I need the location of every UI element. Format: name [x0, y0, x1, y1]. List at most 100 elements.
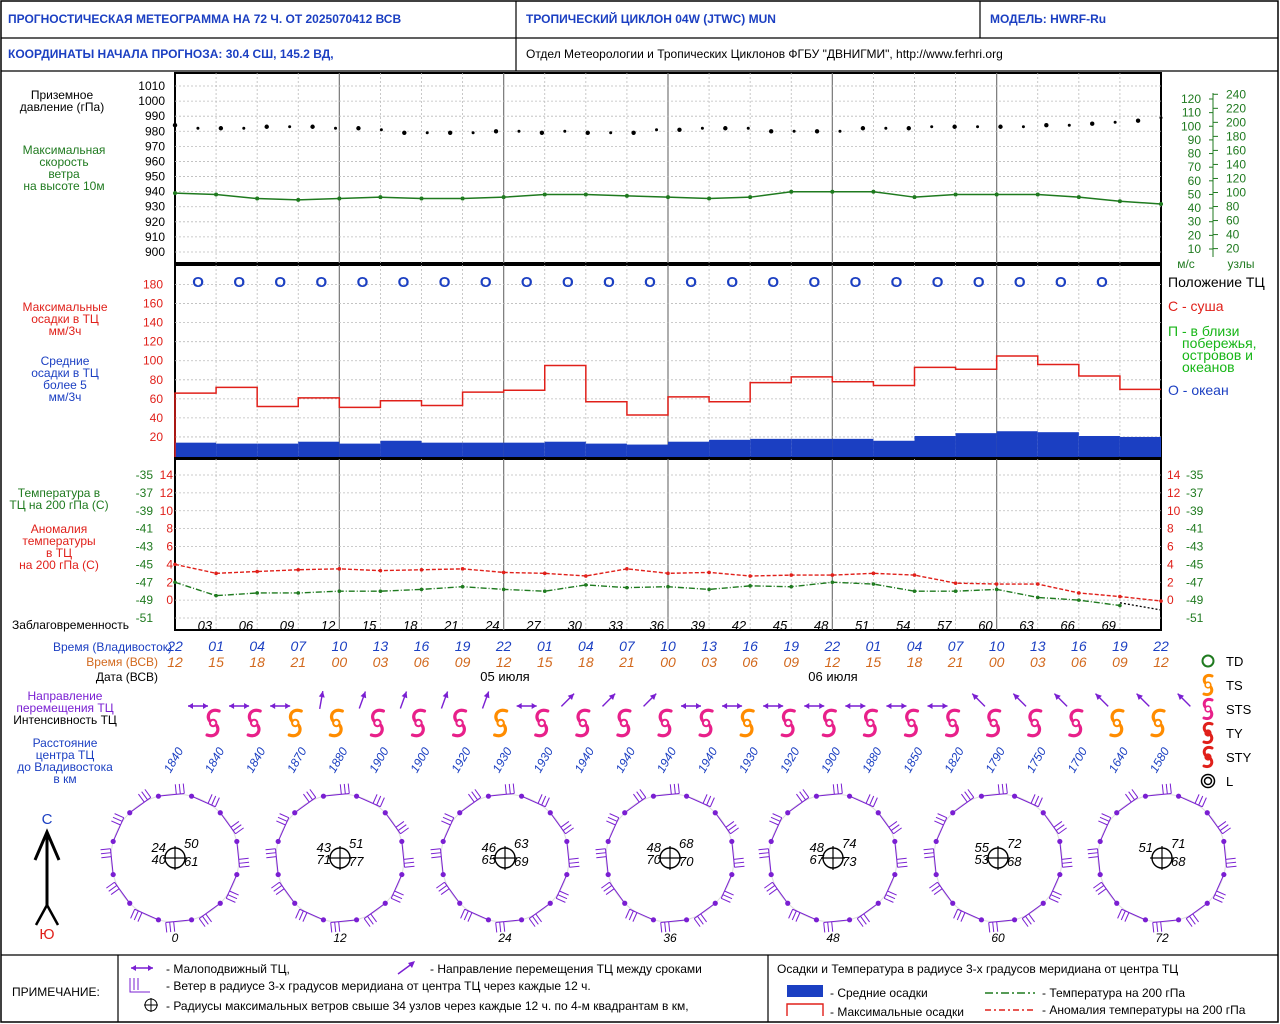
time-vl-value: 04: [907, 638, 923, 654]
direction-legend-head: [408, 961, 415, 968]
anom-left-tick-label: 14: [160, 468, 174, 482]
pressure-point: [1021, 125, 1025, 129]
wind-barb: [731, 841, 736, 868]
wind-barb-feather: [1185, 918, 1193, 927]
intensity-eye: [701, 718, 711, 728]
position-coast: П - в близи: [1168, 323, 1239, 339]
position-marker: О: [808, 274, 820, 291]
anom-left-tick-label: 2: [166, 575, 173, 589]
wind-barb: [609, 881, 626, 904]
wind-barb: [528, 902, 551, 919]
radius-value: 24: [151, 840, 166, 855]
direction-arrow: [516, 703, 537, 709]
anom-right-tick-label: 0: [1167, 593, 1174, 607]
wind-barb-feather: [392, 894, 403, 900]
temp-right-tick-label: -43: [1186, 540, 1204, 554]
wind-barb-point: [933, 838, 939, 845]
time-vl-value: 16: [414, 638, 430, 654]
wind-barb-feather: [309, 789, 317, 798]
wind-barb: [330, 919, 357, 924]
pressure-point: [952, 124, 957, 129]
wind-ms-tick-label: 50: [1188, 187, 1202, 201]
wind-barb-feather: [565, 827, 574, 835]
south-label: Ю: [39, 926, 54, 943]
wind-rose-lead: 60: [991, 931, 1005, 945]
time-utc-value: 12: [496, 654, 512, 670]
wind-barb-point: [683, 917, 690, 923]
time-utc-value: 09: [783, 654, 799, 670]
pressure-point: [563, 129, 567, 133]
wind-kt-tick-label: 140: [1226, 157, 1246, 171]
wind-barb-feather: [227, 894, 238, 900]
anomaly-point: [1118, 594, 1122, 599]
wind-barb-feather: [1050, 894, 1061, 900]
wind-barb: [686, 795, 711, 808]
position-marker: О: [398, 274, 410, 291]
direction-arrow: [845, 703, 866, 709]
position-coast: океанов: [1182, 359, 1235, 375]
lead-hour-label: 60: [978, 618, 993, 633]
temp-left-tick-label: -45: [136, 557, 154, 571]
wind-barb-feather: [1087, 848, 1098, 851]
pressure-point: [1090, 121, 1095, 126]
wind-barb-feather: [734, 865, 745, 868]
wind-rose: 51 71 68 72: [1087, 783, 1237, 945]
wind-barb-feather: [1125, 793, 1132, 803]
wind-barb-feather: [275, 888, 285, 895]
distance-value: 1930: [736, 745, 762, 775]
wind-barb: [952, 797, 975, 814]
wind-barb-feather: [1030, 794, 1036, 804]
time-vl-value: 01: [208, 638, 224, 654]
wind-barb: [849, 795, 874, 808]
intensity-eye: [373, 718, 382, 728]
radius-value: 61: [184, 854, 198, 869]
wind-barb-feather: [933, 888, 943, 895]
wind-barb-feather: [559, 890, 569, 896]
temperature-line: [174, 581, 1121, 607]
wind-axis-label: ветра: [48, 167, 80, 181]
anomaly-point: [994, 582, 999, 586]
wind-barb-feather: [440, 888, 450, 895]
wind-point: [337, 196, 342, 201]
wind-barb-feather: [633, 793, 640, 803]
distance-value: 1920: [777, 745, 803, 775]
lead-hour-label: 51: [855, 618, 869, 633]
intensity-legend-item: L: [1200, 773, 1233, 789]
wind-barb-point: [1097, 871, 1103, 878]
intensity-eye: [578, 718, 588, 728]
wind-barb-feather: [442, 816, 453, 822]
mean-precip-bar: [175, 442, 217, 457]
intensity-eye: [866, 718, 875, 728]
wind-barb: [1178, 795, 1203, 808]
direction-arrow: [358, 691, 367, 709]
time-utc-value: 12: [1153, 654, 1169, 670]
wind-kt-tick-label: 120: [1226, 171, 1246, 185]
wind-point: [214, 192, 219, 197]
wind-kt-tick-label: 220: [1226, 101, 1246, 115]
wind-barb: [165, 919, 192, 924]
distance-value: 1930: [489, 745, 515, 775]
distance-value: 1840: [243, 745, 269, 775]
intensity-eye: [825, 718, 834, 728]
wind-barb-feather: [788, 909, 794, 919]
pressure-point: [1159, 116, 1163, 120]
distance-value: 1920: [448, 745, 474, 775]
wind-barb-feather: [111, 820, 121, 826]
wind-barb-feather: [106, 881, 115, 889]
wind-barb-feather: [733, 857, 744, 860]
wind-barb-feather: [896, 857, 907, 860]
wind-ms-tick-label: 120: [1181, 92, 1201, 106]
wind-barb-point: [155, 793, 162, 799]
pressure-point: [723, 126, 728, 131]
position-marker: О: [357, 274, 369, 291]
lead-hour-label: 45: [773, 618, 788, 633]
wind-barb-point: [978, 917, 985, 923]
mean-precip-axis-label: Средние: [41, 354, 90, 368]
wind-barb: [787, 797, 810, 814]
temperature-point: [707, 587, 711, 592]
distance-value: 1900: [366, 745, 392, 775]
temperature-point: [214, 593, 218, 598]
wind-point: [871, 189, 876, 194]
wind-barb: [932, 848, 937, 875]
